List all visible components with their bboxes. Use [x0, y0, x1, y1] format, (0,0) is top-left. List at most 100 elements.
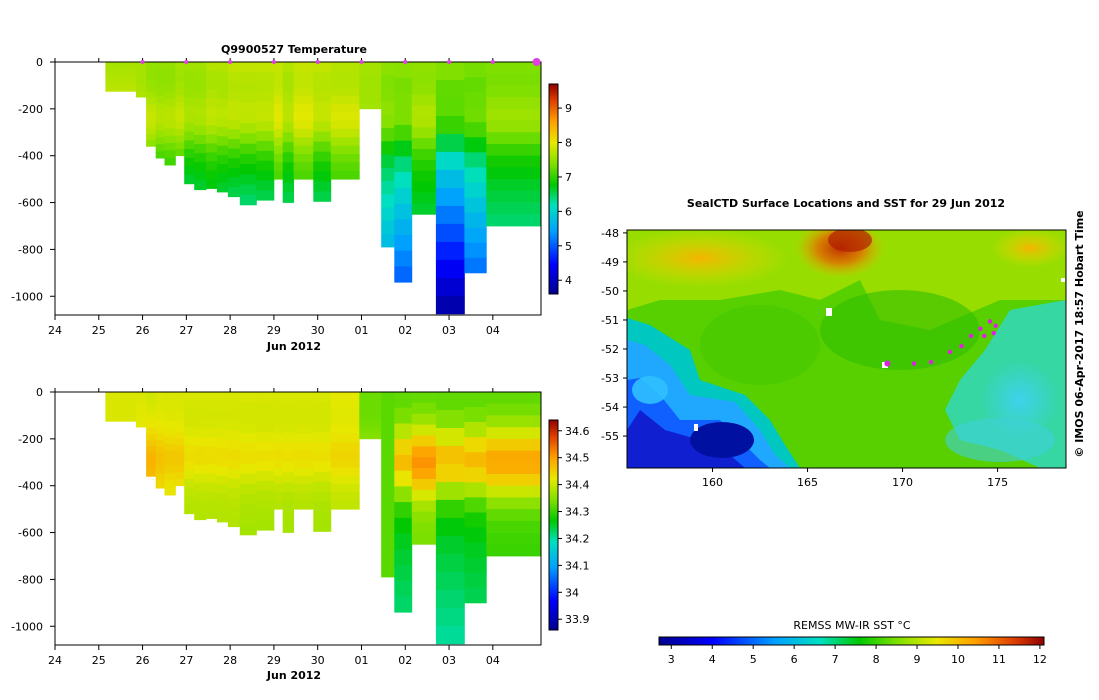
section-cell — [146, 140, 157, 147]
section-cell — [330, 492, 360, 502]
x-tick-label: 01 — [354, 324, 368, 337]
section-cell — [313, 402, 332, 413]
section-cell — [155, 62, 165, 70]
section-cell — [313, 451, 332, 463]
section-cell — [256, 431, 275, 442]
section-cell — [359, 95, 382, 100]
section-cell — [239, 184, 257, 196]
section-cell — [282, 502, 294, 513]
section-cell — [175, 432, 185, 440]
section-cell — [256, 510, 275, 521]
section-cell — [217, 392, 229, 402]
section-cell — [293, 484, 314, 493]
section-cell — [194, 510, 207, 521]
section-cell — [293, 417, 314, 426]
section-cell — [293, 475, 314, 485]
section-cell — [136, 399, 147, 403]
profile-marker — [271, 60, 276, 64]
section-cell — [313, 62, 332, 73]
section-cell — [175, 128, 185, 136]
section-cell — [293, 433, 314, 443]
section-cell — [184, 114, 195, 124]
section-cell — [256, 411, 275, 422]
section-cell — [330, 425, 360, 435]
section-cell — [184, 70, 195, 80]
section-cell — [146, 134, 157, 141]
section-cell — [486, 392, 542, 405]
section-cell — [313, 111, 332, 123]
section-cell — [282, 152, 294, 163]
section-cell — [146, 410, 157, 417]
section-cell — [206, 500, 218, 510]
section-cell — [282, 62, 294, 73]
section-cell — [105, 398, 137, 401]
section-cell — [330, 145, 360, 155]
section-cell — [394, 172, 413, 189]
section-cell — [105, 66, 137, 69]
colorbar-tick-label: 6 — [565, 205, 572, 218]
section-cell — [164, 135, 176, 144]
section-cell — [313, 501, 332, 512]
section-cell — [146, 392, 157, 399]
section-cell — [256, 62, 275, 73]
section-cell — [164, 421, 176, 430]
section-cell — [194, 401, 207, 411]
section-cell — [155, 433, 165, 441]
section-cell — [273, 120, 284, 130]
section-cell — [136, 422, 147, 425]
temperature-plot-frame — [54, 61, 542, 316]
section-cell — [313, 491, 332, 502]
salinity-cells — [105, 392, 542, 645]
lon-tick-label: 175 — [987, 476, 1008, 489]
section-cell — [293, 467, 314, 477]
section-cell — [239, 72, 257, 83]
x-tick-label: 26 — [136, 654, 150, 667]
section-cell — [313, 392, 332, 403]
section-cell — [293, 154, 314, 163]
section-cell — [273, 475, 284, 485]
section-cell — [381, 141, 395, 155]
section-cell — [411, 159, 437, 172]
section-cell — [194, 437, 207, 448]
section-cell — [155, 460, 165, 468]
section-cell — [381, 537, 395, 551]
lon-tick-label: 170 — [892, 476, 913, 489]
section-cell — [217, 484, 229, 495]
section-cell — [464, 227, 487, 244]
section-cell — [282, 192, 294, 203]
section-cell — [175, 75, 185, 83]
section-cell — [394, 407, 413, 424]
section-cell — [464, 212, 487, 229]
section-cell — [105, 85, 137, 88]
section-cell — [273, 492, 284, 502]
section-cell — [273, 500, 284, 510]
section-cell — [313, 181, 332, 192]
section-cell — [105, 402, 137, 405]
section-cell — [293, 62, 314, 71]
section-cell — [184, 175, 195, 185]
sst-field — [627, 230, 1066, 468]
sst-lat-axis: -48 -49 -50 -51 -52 -53 -54 -55 — [601, 227, 627, 443]
section-cell — [194, 144, 207, 154]
section-cell — [381, 128, 395, 142]
section-cell — [330, 417, 360, 426]
section-cell — [273, 392, 284, 401]
section-cell — [293, 425, 314, 435]
section-cell — [273, 70, 284, 80]
sst-colorbar-tick-label: 3 — [668, 653, 675, 666]
section-cell — [411, 413, 437, 426]
section-cell — [282, 72, 294, 83]
section-cell — [175, 135, 185, 143]
section-cell — [313, 511, 332, 522]
section-cell — [282, 462, 294, 473]
section-cell — [227, 187, 241, 198]
section-cell — [411, 181, 437, 193]
section-cell — [155, 392, 165, 400]
section-cell — [239, 443, 257, 454]
track-point — [993, 323, 998, 328]
section-cell — [239, 432, 257, 444]
section-cell — [394, 250, 413, 267]
section-cell — [206, 473, 218, 483]
section-cell — [381, 458, 395, 472]
section-cell — [194, 71, 207, 81]
